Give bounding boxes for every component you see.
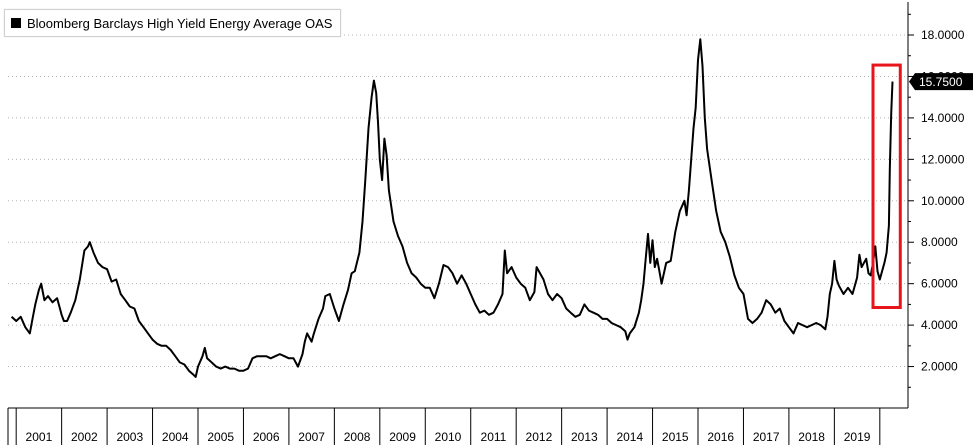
x-tick-label: 2016 (707, 430, 734, 444)
x-tick-label: 2008 (344, 430, 371, 444)
x-tick-label: 2011 (481, 430, 507, 444)
x-tick-label: 2018 (798, 430, 825, 444)
y-axis: 2.0000 4.0000 6.0000 8.0000 10.0000 12.0000 14… (907, 2, 965, 408)
x-tick-label: 2009 (389, 430, 416, 444)
x-tick-label: 2004 (162, 430, 189, 444)
x-axis: 2001 2002 2003 2004 2005 2006 2007 2008 2009 2010… (7, 407, 908, 445)
last-value-tag: 15.7500 (909, 73, 973, 91)
x-tick-label: 2003 (116, 430, 143, 444)
legend-swatch (11, 18, 21, 28)
x-tick-label: 2012 (526, 430, 553, 444)
x-tick-label: 2005 (207, 430, 234, 444)
x-tick-label: 2006 (253, 430, 280, 444)
highlight-layer (871, 63, 902, 309)
x-tick-label: 2002 (71, 430, 98, 444)
x-tick-label: 2015 (662, 430, 689, 444)
y-tick-label: 4.0000 (921, 318, 958, 332)
last-value-label: 15.7500 (919, 75, 963, 89)
x-tick-label: 2013 (571, 430, 598, 444)
y-tick-label: 6.0000 (921, 277, 958, 291)
legend-series-name: Bloomberg Barclays High Yield Energy Ave… (27, 15, 333, 31)
x-tick-label: 2007 (298, 430, 325, 444)
last-value-badge (909, 73, 973, 91)
x-tick-label: 2014 (616, 430, 643, 444)
x-tick-label: 2019 (844, 430, 871, 444)
highlight-box (871, 63, 902, 309)
y-tick-label: 8.0000 (921, 235, 958, 249)
y-tick-label: 10.0000 (921, 194, 965, 208)
y-tick-label: 2.0000 (921, 360, 958, 374)
x-tick-label: 2010 (435, 430, 462, 444)
y-tick-label: 12.0000 (921, 152, 965, 166)
x-tick-label: 2001 (26, 430, 53, 444)
y-tick-label: 14.0000 (921, 111, 965, 125)
legend: Bloomberg Barclays High Yield Energy Ave… (4, 9, 342, 37)
series-line (10, 38, 894, 378)
y-tick-label: 18.0000 (921, 28, 965, 42)
x-tick-label: 2017 (753, 430, 780, 444)
series-layer (10, 38, 894, 378)
gridlines (8, 34, 908, 368)
